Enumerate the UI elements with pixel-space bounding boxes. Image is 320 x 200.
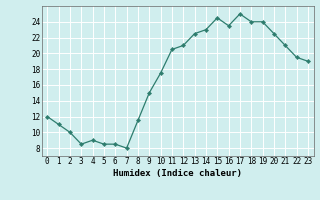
X-axis label: Humidex (Indice chaleur): Humidex (Indice chaleur) — [113, 169, 242, 178]
